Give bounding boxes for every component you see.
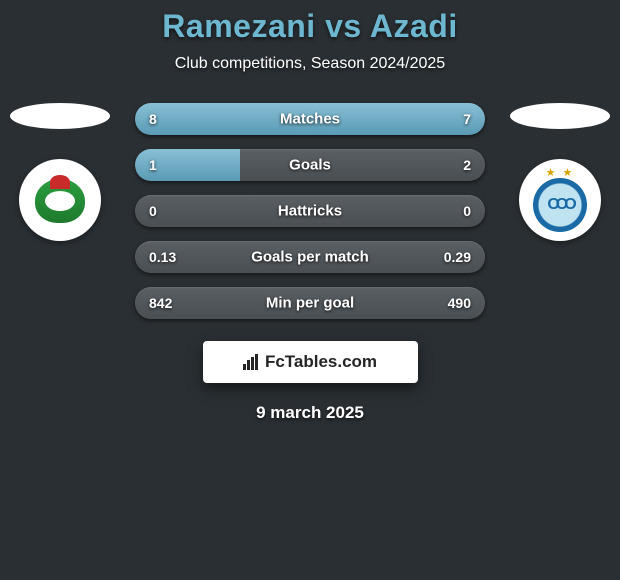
- page-title: Ramezani vs Azadi: [162, 8, 457, 45]
- stat-label: Hattricks: [135, 203, 485, 220]
- subtitle: Club competitions, Season 2024/2025: [175, 55, 445, 73]
- stat-bar: 0.13Goals per match0.29: [135, 241, 485, 273]
- stat-bar: 842Min per goal490: [135, 287, 485, 319]
- stat-label: Matches: [135, 111, 485, 128]
- stat-right-value: 2: [463, 157, 471, 173]
- crest-rings-icon: OOO: [547, 196, 572, 214]
- stat-right-value: 7: [463, 111, 471, 127]
- stat-bar: 8Matches7: [135, 103, 485, 135]
- stat-right-value: 0: [463, 203, 471, 219]
- right-player-avatar: [510, 103, 610, 129]
- stats-column: 8Matches7 1Goals2 0Hattricks0 0.13Goals per…: [110, 103, 510, 319]
- stat-label: Goals: [135, 157, 485, 174]
- stat-label: Min per goal: [135, 295, 485, 312]
- right-club-crest-graphic: ★ ★ OOO: [533, 170, 587, 230]
- brand-badge[interactable]: FcTables.com: [203, 341, 418, 383]
- stat-bar: 1Goals2: [135, 149, 485, 181]
- stat-right-value: 490: [448, 295, 471, 311]
- left-side: [10, 103, 110, 241]
- left-club-crest-graphic: [35, 175, 85, 225]
- brand-text: FcTables.com: [265, 352, 377, 372]
- right-side: ★ ★ OOO: [510, 103, 610, 241]
- stat-right-value: 0.29: [444, 249, 471, 265]
- chart-bars-icon: [243, 354, 261, 370]
- stat-label: Goals per match: [135, 249, 485, 266]
- left-club-crest: [19, 159, 101, 241]
- date-text: 9 march 2025: [256, 403, 364, 423]
- left-player-avatar: [10, 103, 110, 129]
- comparison-row: 8Matches7 1Goals2 0Hattricks0 0.13Goals per…: [0, 103, 620, 319]
- right-club-crest: ★ ★ OOO: [519, 159, 601, 241]
- stat-bar: 0Hattricks0: [135, 195, 485, 227]
